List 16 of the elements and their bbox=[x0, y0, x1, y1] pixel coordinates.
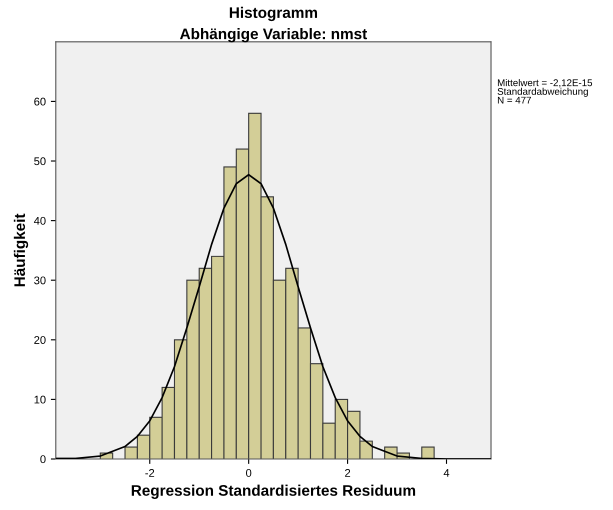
chart-title: Histogramm bbox=[230, 6, 318, 22]
x-axis-title: Regression Standardisiertes Residuum bbox=[132, 484, 416, 499]
y-tick-label: 60 bbox=[34, 98, 46, 106]
text: Mittelwert = -2,12E-15 Standardabweichung N = 477 bbox=[498, 79, 592, 104]
y-tick-label: 30 bbox=[34, 276, 46, 284]
y-tick-label: 50 bbox=[34, 157, 46, 166]
y-axis-title: Häufigkeit bbox=[14, 214, 28, 286]
y-tick-label: 20 bbox=[34, 336, 46, 344]
x-tick-label: 4 bbox=[444, 469, 450, 477]
x-tick-label: 0 bbox=[246, 469, 252, 477]
y-tick-label: 10 bbox=[34, 396, 46, 404]
y-tick-label: 0 bbox=[40, 455, 46, 464]
chart-subtitle: Abhängige Variable: nmst bbox=[180, 28, 368, 42]
y-tick-label: 40 bbox=[34, 216, 46, 225]
x-tick-label: 2 bbox=[345, 469, 350, 477]
x-tick-label: -2 bbox=[145, 469, 154, 477]
